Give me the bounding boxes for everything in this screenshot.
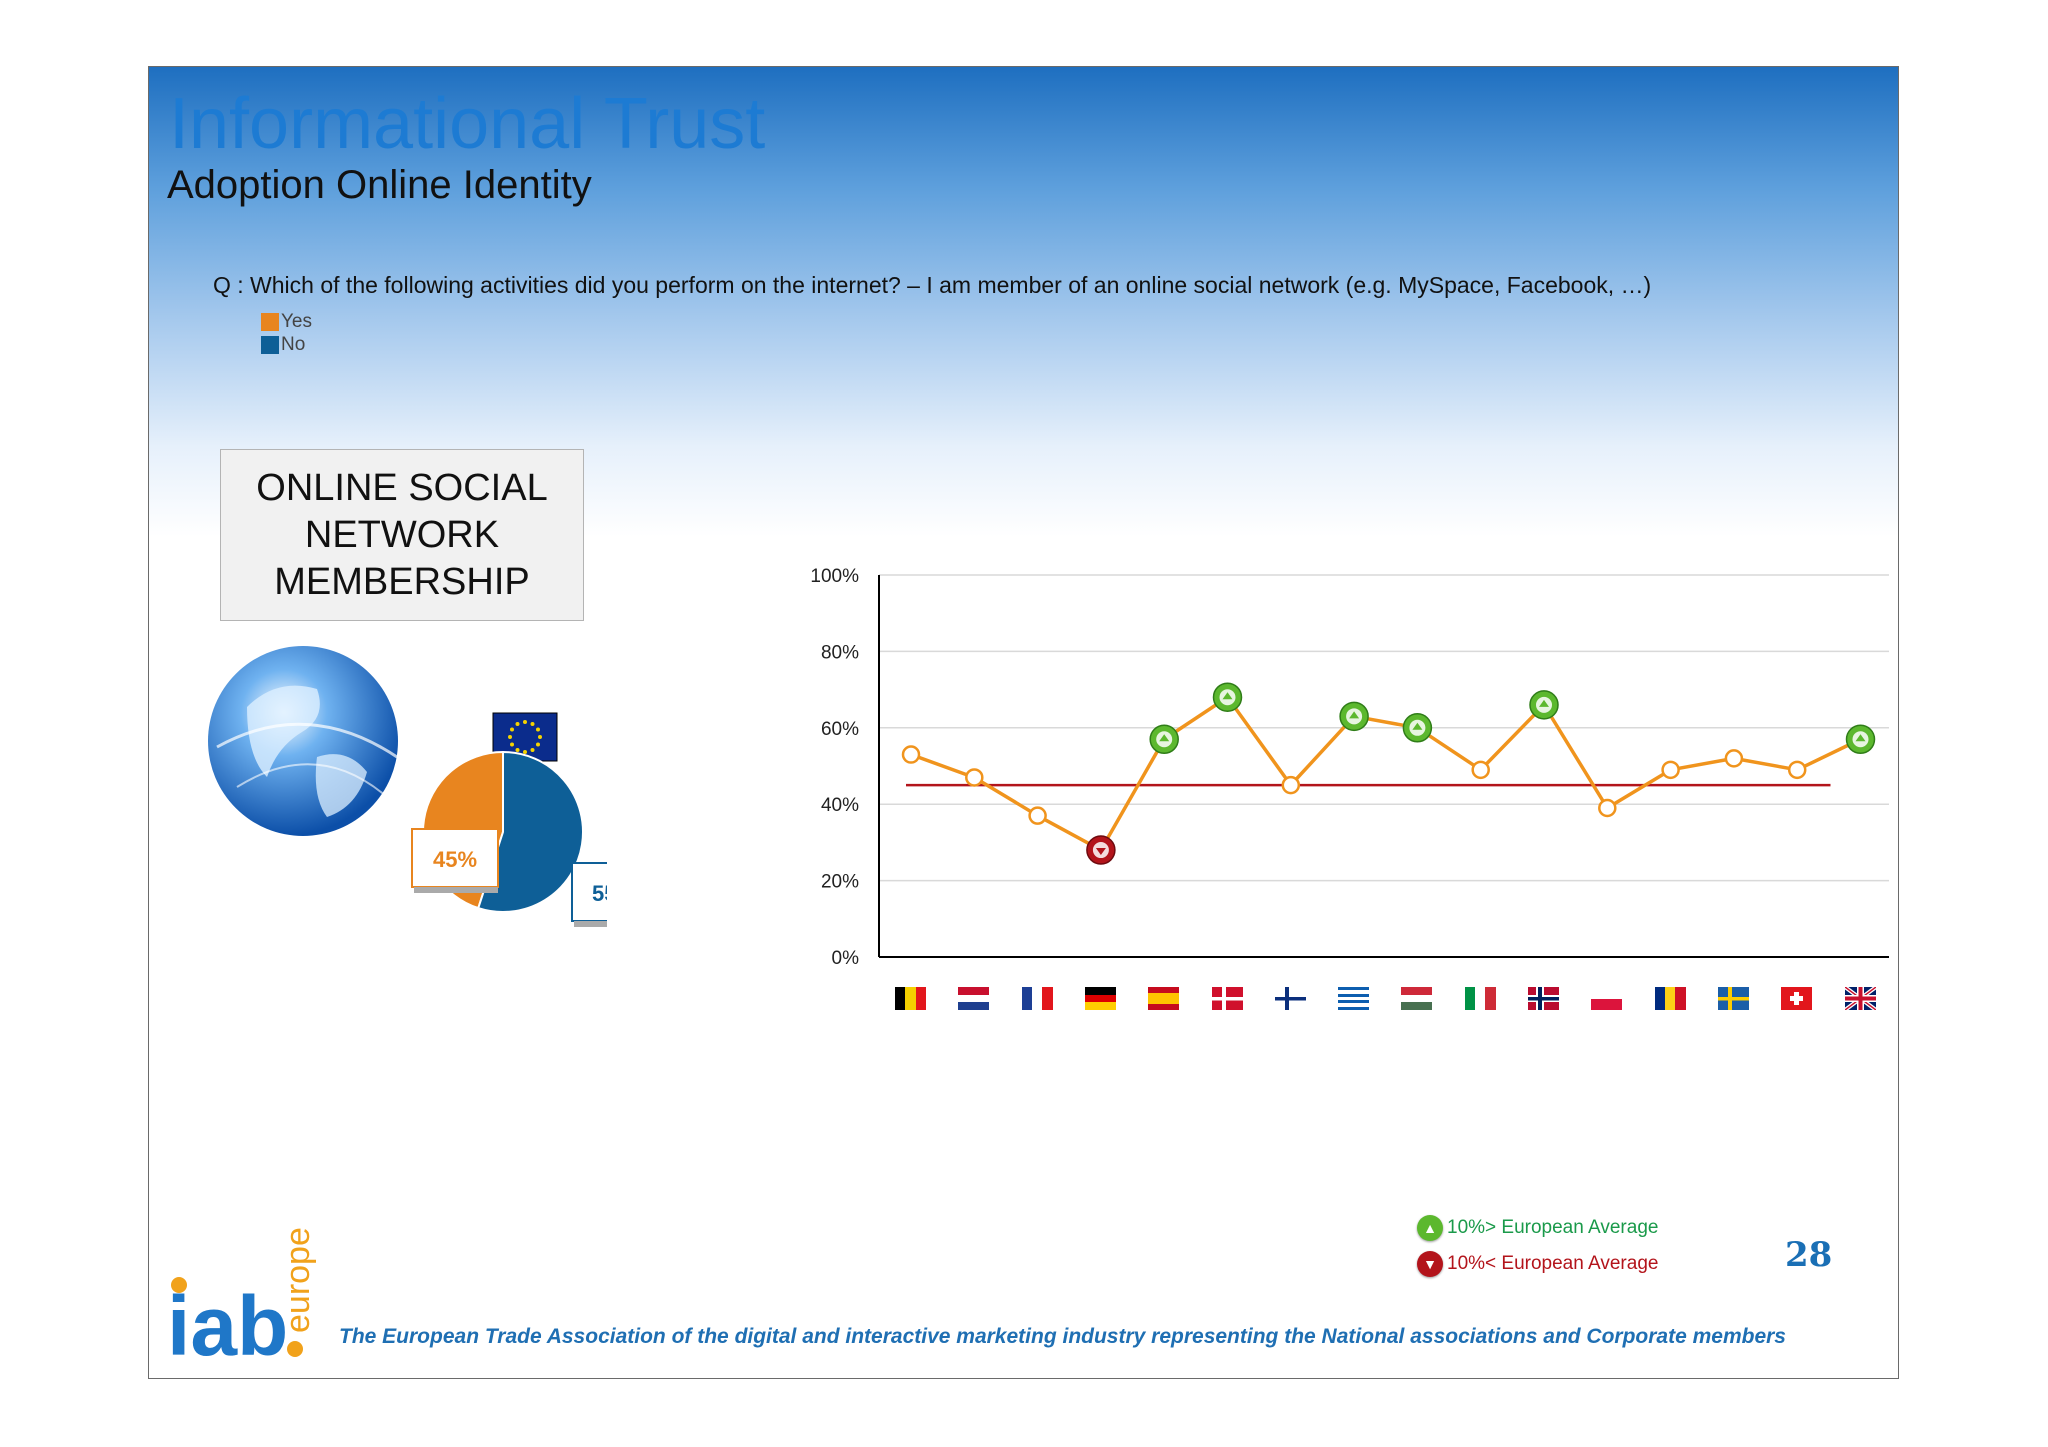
legend-label-yes: Yes: [281, 311, 312, 332]
eu-star-icon: [510, 727, 515, 732]
eu-star-icon: [510, 742, 515, 747]
up-arrow-badge-icon: ▲: [1417, 1215, 1443, 1241]
up-arrow-badge-icon: [1529, 690, 1559, 720]
y-tick-label: 100%: [810, 566, 859, 587]
logo-dot-icon: [171, 1277, 187, 1293]
data-point: [965, 768, 984, 787]
legend-swatch-yes: [261, 313, 279, 331]
data-point: [1661, 760, 1680, 780]
up-arrow-badge-icon: [1339, 701, 1369, 732]
globe-icon: [208, 646, 398, 836]
survey-question: Q : Which of the following activities di…: [213, 272, 1652, 298]
legend-swatch-no: [261, 336, 279, 354]
eu-star-icon: [538, 735, 542, 739]
data-point: [1281, 775, 1301, 795]
legend-label-no: No: [281, 334, 306, 355]
y-tick-label: 20%: [821, 872, 859, 893]
up-arrow-badge-icon: [1845, 724, 1876, 755]
y-tick-label: 40%: [821, 795, 859, 816]
y-tick-label: 0%: [832, 948, 860, 969]
eu-star-icon: [535, 727, 540, 732]
pie-label-no: 55%: [592, 881, 607, 906]
up-arrow-badge-icon: [1149, 724, 1179, 755]
pie-label-yes: 45%: [433, 847, 477, 872]
pie-label-yes-box: 45%: [411, 828, 499, 893]
series-line: [910, 695, 1862, 852]
slide: Informational Trust Adoption Online Iden…: [148, 66, 1899, 1379]
legend-item-no: No: [261, 334, 305, 356]
data-point: [1028, 806, 1047, 825]
topic-box: ONLINE SOCIAL NETWORK MEMBERSHIP: [220, 449, 584, 621]
down-arrow-badge-icon: [1086, 835, 1116, 865]
line-chart: 0% 20% 40% 60% 80% 100%: [810, 566, 1889, 969]
slide-title: Informational Trust: [169, 84, 766, 164]
logo-text-side: europe: [279, 1227, 317, 1333]
down-arrow-badge-icon: ▼: [1417, 1251, 1443, 1277]
eu-star-icon: [530, 722, 535, 727]
eu-star-icon: [515, 722, 520, 727]
data-point: [1598, 798, 1617, 818]
pie-label-no-box: 55%: [571, 862, 607, 927]
footer-tagline: The European Trade Association of the di…: [339, 1325, 1786, 1348]
eu-star-icon: [523, 720, 527, 724]
logo-dot-icon: [287, 1341, 303, 1357]
legend-below-average: ▼ 10%< European Average: [1417, 1246, 1658, 1282]
data-point: [1787, 760, 1807, 780]
eu-star-icon: [515, 747, 520, 752]
up-arrow-badge-icon: [1402, 713, 1433, 743]
pie-slice-no: [477, 750, 584, 913]
pie-figure: 45% 55%: [208, 646, 607, 927]
data-point: [901, 745, 921, 764]
eu-star-icon: [530, 747, 535, 752]
y-tick-label: 60%: [821, 719, 859, 740]
data-point: [1471, 760, 1490, 780]
topic-line: MEMBERSHIP: [274, 560, 530, 603]
legend-above-label: 10%> European Average: [1447, 1217, 1659, 1238]
data-point: [1724, 749, 1744, 768]
slide-subtitle: Adoption Online Identity: [167, 163, 592, 207]
topic-line: NETWORK: [304, 513, 500, 556]
iab-europe-logo: iab europe: [167, 1227, 317, 1365]
y-tick-label: 80%: [821, 642, 859, 663]
eu-star-icon: [535, 742, 540, 747]
page-number: 28: [1785, 1235, 1833, 1275]
up-arrow-badge-icon: [1212, 682, 1243, 712]
legend-below-label: 10%< European Average: [1447, 1253, 1659, 1274]
topic-line: ONLINE SOCIAL: [256, 466, 548, 509]
logo-text-main: iab: [167, 1279, 288, 1365]
marker-legend: ▲ 10%> European Average ▼ 10%< European …: [1417, 1210, 1658, 1282]
legend-item-yes: Yes: [261, 311, 312, 333]
legend-above-average: ▲ 10%> European Average: [1417, 1210, 1658, 1246]
eu-star-icon: [508, 735, 512, 739]
eu-star-icon: [523, 750, 527, 754]
